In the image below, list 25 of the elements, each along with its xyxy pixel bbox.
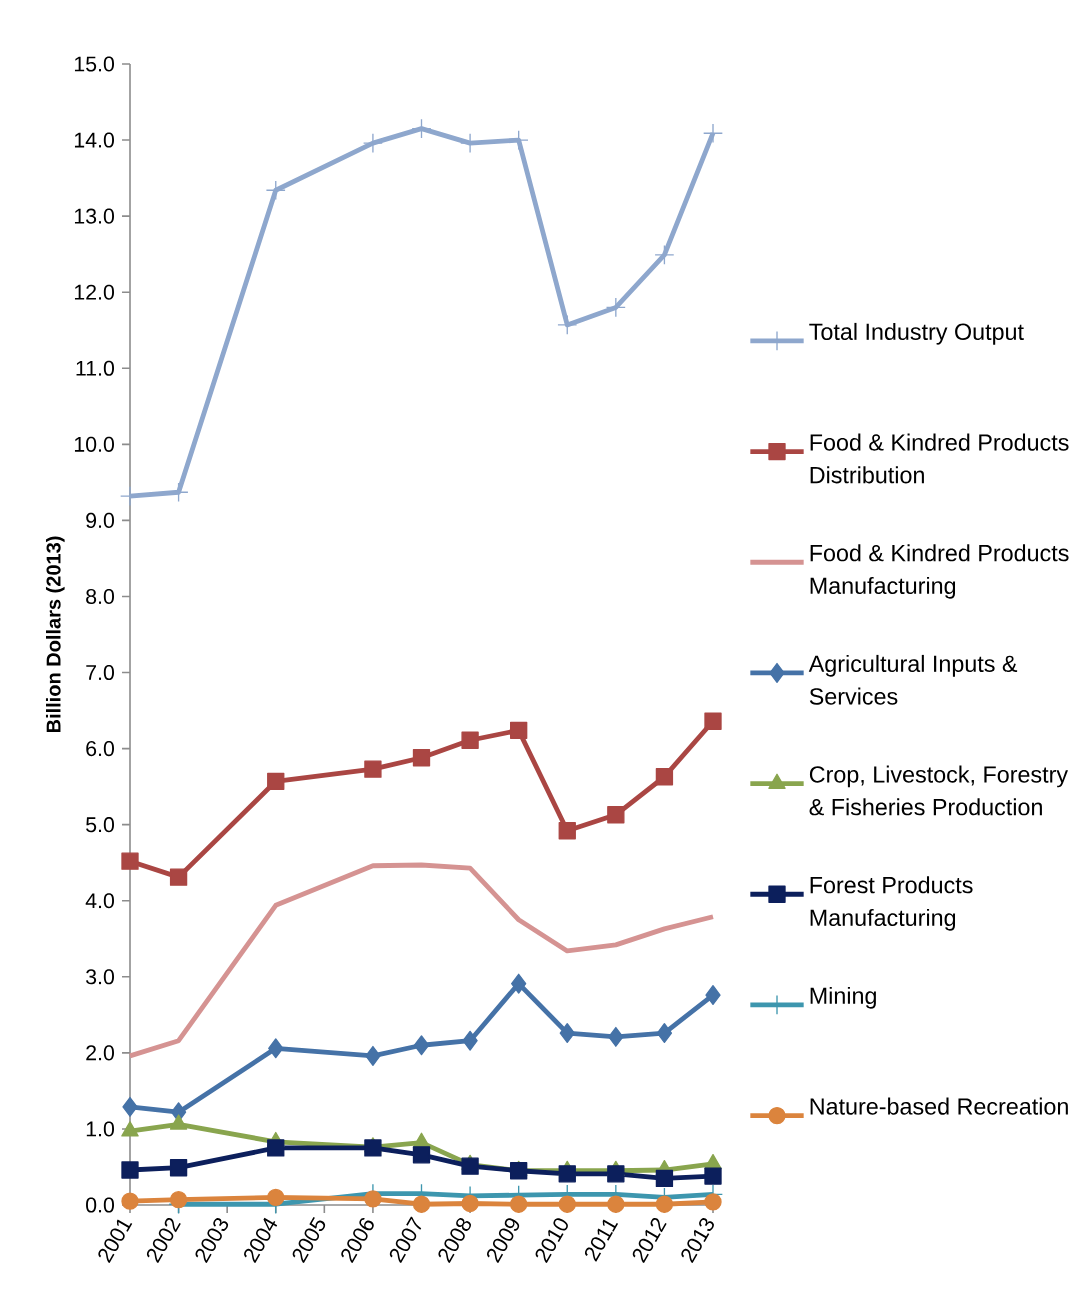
y-axis-title: Billion Dollars (2013) [45,536,65,733]
y-tick-label: 3.0 [86,969,115,985]
y-tick-label: 2.0 [86,1045,115,1061]
legend-label: Nature-based Recreation [810,1097,1068,1115]
y-tick-label: 6.0 [86,741,115,757]
y-tick-label: 5.0 [86,817,115,833]
legend-label: Total Industry Output [809,322,1024,345]
legend-label: Food & Kindred Products Distribution [810,433,1069,484]
y-tick-label: 8.0 [86,588,115,605]
y-tick-label: 14.0 [74,132,115,148]
y-tick-label: 4.0 [85,893,115,909]
y-tick-label: 12.0 [74,284,115,300]
y-tick-label: 1.0 [86,1121,115,1137]
legend-label: Crop, Livestock, Forestry & Fisheries Production [809,765,1068,816]
y-tick-label: 13.0 [74,208,115,224]
legend-label: Food & Kindred Products Manufacturing [810,544,1069,599]
y-tick-label: 11.0 [76,360,115,376]
y-tick-label: 0.0 [86,1197,115,1213]
y-tick-label: 15.0 [74,56,115,72]
y-tick-label: 9.0 [86,512,115,528]
legend-label: Agricultural Inputs & Services [808,654,1018,705]
y-tick-label: 7.0 [86,664,115,681]
legend-label: Forest Products Manufacturing [810,876,973,931]
y-tick-label: 10.0 [74,436,115,452]
legend-label: Mining [810,986,876,1009]
